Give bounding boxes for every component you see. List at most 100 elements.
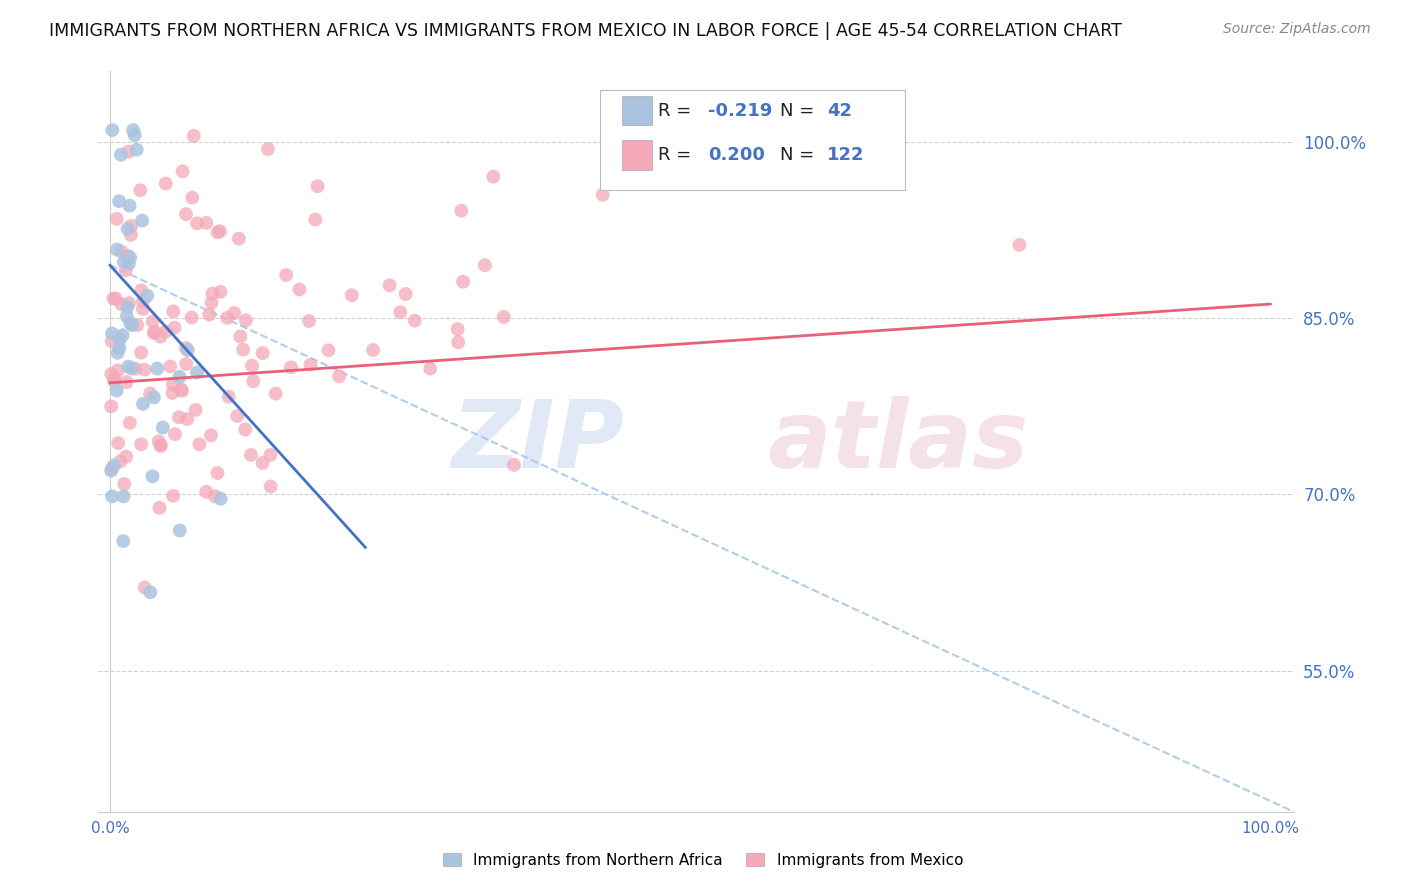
Point [100, 367, 122, 381]
Point [188, 437, 211, 451]
Point [162, 304, 184, 318]
FancyBboxPatch shape [621, 140, 652, 169]
Point [100, 400, 122, 414]
Point [200, 428, 222, 442]
Point [120, 251, 142, 265]
Point [201, 286, 224, 301]
Point [115, 450, 138, 464]
Point [131, 283, 153, 297]
Point [239, 448, 262, 462]
Point [117, 249, 139, 263]
Point [155, 177, 177, 191]
Point [340, 288, 363, 302]
Point [152, 420, 174, 434]
Text: 122: 122 [827, 146, 865, 164]
Point [104, 291, 127, 305]
Point [163, 427, 186, 442]
Point [170, 384, 193, 398]
Point [110, 147, 132, 161]
Point [174, 341, 197, 355]
Point [233, 422, 256, 436]
Point [108, 341, 131, 355]
Point [118, 296, 141, 310]
Point [131, 213, 153, 227]
Point [105, 384, 128, 398]
Point [276, 268, 298, 282]
Point [298, 314, 321, 328]
Point [101, 461, 124, 475]
Text: 42: 42 [827, 102, 852, 120]
Point [110, 244, 132, 259]
Point [217, 310, 239, 325]
Text: -0.219: -0.219 [709, 102, 772, 120]
Point [121, 361, 143, 376]
Point [299, 358, 322, 372]
Point [115, 309, 138, 323]
Point [209, 285, 232, 299]
Point [174, 207, 197, 221]
Point [108, 194, 131, 209]
Point [259, 448, 281, 462]
Text: atlas: atlas [768, 395, 1029, 488]
Point [167, 410, 190, 425]
Point [120, 219, 142, 233]
Point [129, 345, 152, 359]
Text: N =: N = [780, 146, 820, 164]
Point [169, 524, 191, 538]
Point [482, 169, 505, 184]
Point [103, 458, 125, 473]
Point [503, 458, 526, 472]
Point [132, 301, 155, 316]
Point [169, 370, 191, 384]
Text: 0.200: 0.200 [709, 146, 765, 164]
Point [101, 489, 124, 503]
Point [149, 329, 172, 343]
Point [447, 335, 470, 350]
Point [229, 329, 252, 343]
Point [143, 325, 166, 339]
Point [118, 256, 141, 270]
Point [264, 386, 287, 401]
Point [218, 390, 240, 404]
Point [252, 456, 274, 470]
Point [181, 191, 204, 205]
Point [242, 374, 264, 388]
Point [226, 409, 249, 423]
Point [142, 326, 165, 340]
Point [114, 263, 136, 277]
Point [204, 489, 226, 503]
Point [186, 366, 208, 380]
Point [176, 412, 198, 426]
Point [122, 123, 145, 137]
Point [112, 477, 135, 491]
Point [134, 581, 156, 595]
Point [115, 375, 138, 389]
Point [121, 318, 143, 332]
Point [395, 287, 418, 301]
Point [1008, 238, 1031, 252]
Point [142, 315, 165, 329]
Point [117, 222, 139, 236]
Point [132, 294, 155, 309]
Point [159, 359, 181, 374]
Point [136, 288, 159, 302]
Point [148, 500, 170, 515]
Point [118, 199, 141, 213]
Point [198, 308, 221, 322]
Point [108, 332, 131, 346]
Point [172, 164, 194, 178]
Point [232, 343, 254, 357]
Point [288, 282, 311, 296]
Point [228, 232, 250, 246]
Point [162, 377, 184, 392]
Text: R =: R = [658, 146, 697, 164]
Point [361, 343, 384, 357]
Point [450, 203, 472, 218]
FancyBboxPatch shape [621, 95, 652, 126]
Point [235, 313, 257, 327]
Point [195, 216, 218, 230]
Point [107, 436, 129, 450]
Point [101, 326, 124, 341]
Point [117, 359, 139, 374]
Point [117, 145, 139, 159]
